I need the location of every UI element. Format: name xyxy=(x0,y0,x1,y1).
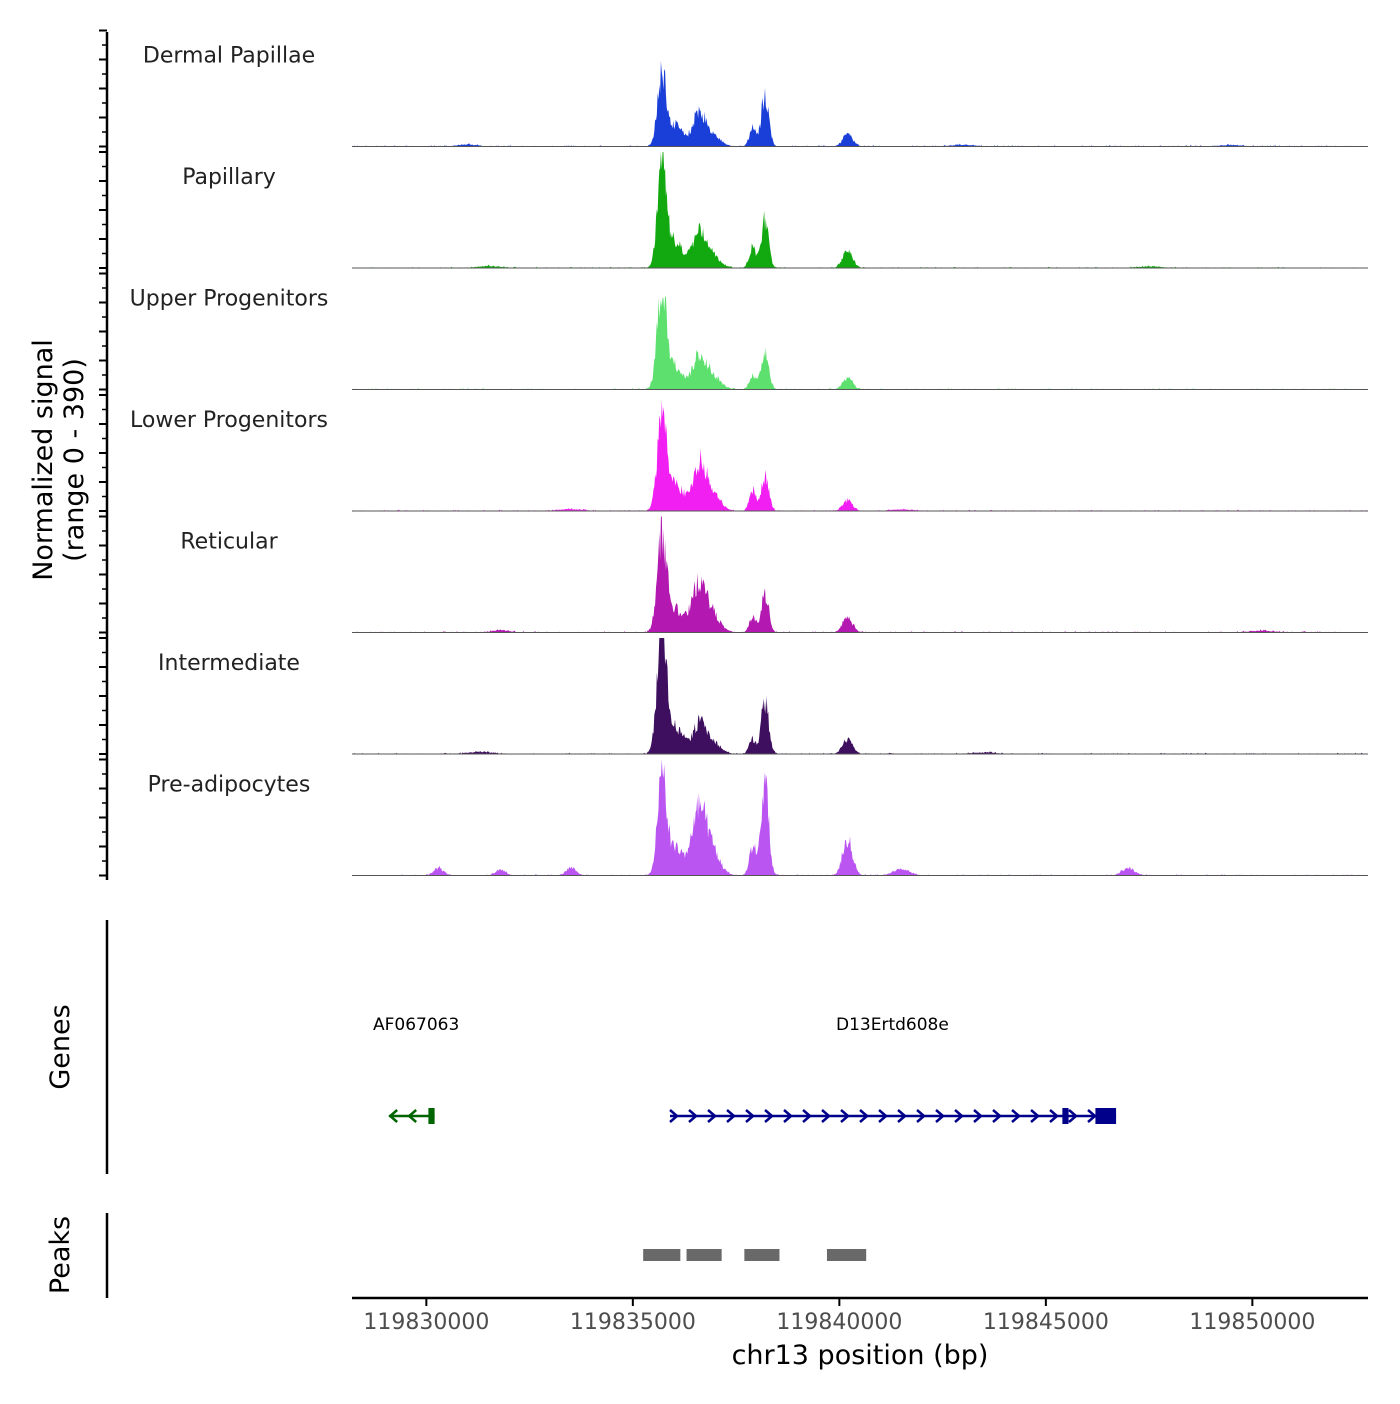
gene-strand-arrow xyxy=(897,1109,907,1123)
peak-region-bar xyxy=(643,1249,681,1261)
track-label-6: Intermediate xyxy=(158,651,300,676)
track-label-2: Papillary xyxy=(182,165,276,190)
gene-strand-arrow xyxy=(745,1109,755,1123)
gene-strand-arrow xyxy=(973,1109,983,1123)
signal-tracks: Dermal Papillae Papillary Upper Progenitor… xyxy=(130,44,1368,876)
signal-y-axis-range: (range 0 - 390) xyxy=(59,358,90,562)
gene-strand-arrow xyxy=(688,1109,698,1123)
signal-area-track-1 xyxy=(352,60,1368,147)
x-tick-label: 119840000 xyxy=(776,1310,902,1335)
signal-area-track-4 xyxy=(352,400,1368,511)
gene-name-label: D13Ertd608e xyxy=(836,1015,949,1035)
gene-strand-arrow xyxy=(783,1109,793,1123)
gene-strand-arrow xyxy=(726,1109,736,1123)
gene-strand-arrow xyxy=(935,1109,945,1123)
signal-area-track-6 xyxy=(352,638,1368,754)
x-tick-label: 119845000 xyxy=(983,1310,1109,1335)
gene-strand-arrow xyxy=(669,1109,679,1123)
gene-strand-arrow xyxy=(1068,1109,1078,1123)
gene-exon-box xyxy=(428,1108,435,1124)
gene-strand-arrow xyxy=(916,1109,926,1123)
signal-area-track-7 xyxy=(352,759,1368,876)
gene-name-label: AF067063 xyxy=(373,1015,459,1035)
track-label-1: Dermal Papillae xyxy=(143,44,315,69)
peaks-panel-label: Peaks xyxy=(45,1216,76,1294)
gene-strand-arrow xyxy=(1030,1109,1040,1123)
signal-y-axis-ticks xyxy=(99,29,107,877)
x-tick-label: 119850000 xyxy=(1189,1310,1315,1335)
gene-strand-arrow xyxy=(407,1109,417,1123)
gene-strand-arrow xyxy=(878,1109,888,1123)
x-axis-label: chr13 position (bp) xyxy=(732,1340,989,1371)
gene-annotations: AF067063 D13Ertd608e xyxy=(373,1015,1117,1124)
peak-region-bar xyxy=(826,1249,867,1261)
gene-strand-arrow xyxy=(1011,1109,1021,1123)
track-label-5: Reticular xyxy=(180,530,278,555)
peak-regions xyxy=(643,1249,867,1261)
signal-area-track-5 xyxy=(352,516,1368,633)
gene-exon-box xyxy=(1095,1108,1117,1124)
gene-strand-arrow xyxy=(802,1109,812,1123)
signal-area-track-3 xyxy=(352,296,1368,390)
peak-region-bar xyxy=(744,1249,780,1261)
track-label-3: Upper Progenitors xyxy=(130,287,329,312)
gene-strand-arrow xyxy=(954,1109,964,1123)
x-tick-label: 119835000 xyxy=(570,1310,696,1335)
gene-strand-arrow xyxy=(992,1109,1002,1123)
signal-area-track-2 xyxy=(352,152,1368,268)
peak-region-bar xyxy=(686,1249,722,1261)
gene-strand-arrow xyxy=(859,1109,869,1123)
gene-strand-arrow xyxy=(388,1109,398,1123)
track-label-7: Pre-adipocytes xyxy=(148,773,311,798)
x-axis-ticks: 119830000 119835000 119840000 119845000 1198… xyxy=(363,1298,1315,1335)
gene-strand-arrow xyxy=(821,1109,831,1123)
gene-strand-arrow xyxy=(764,1109,774,1123)
x-tick-label: 119830000 xyxy=(363,1310,489,1335)
gene-exon-box xyxy=(1062,1108,1069,1124)
track-label-4: Lower Progenitors xyxy=(130,408,328,433)
gene-strand-arrow xyxy=(707,1109,717,1123)
gene-strand-arrow xyxy=(840,1109,850,1123)
genes-panel-label: Genes xyxy=(45,1004,76,1089)
gene-strand-arrow xyxy=(1049,1109,1059,1123)
gene-strand-arrow xyxy=(1087,1109,1097,1123)
signal-y-axis-label: Normalized signal xyxy=(28,339,59,581)
